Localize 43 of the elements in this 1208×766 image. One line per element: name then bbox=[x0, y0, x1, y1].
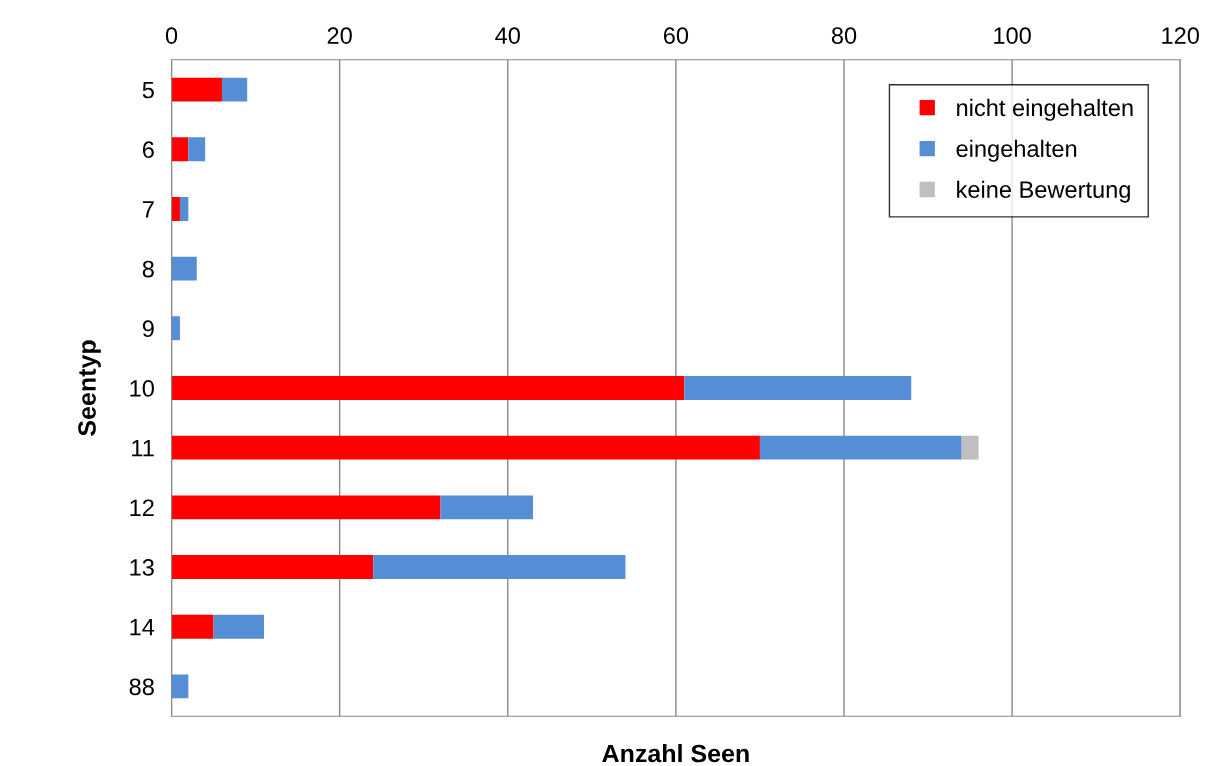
bar bbox=[171, 197, 180, 221]
x-tick-label: 60 bbox=[663, 27, 689, 44]
x-tick-label: 100 bbox=[994, 27, 1031, 44]
bar bbox=[759, 435, 962, 460]
y-tick-label: 13 bbox=[130, 559, 154, 576]
bar bbox=[440, 495, 533, 520]
bar bbox=[171, 674, 189, 699]
x-tick-label: 80 bbox=[831, 27, 857, 44]
bar bbox=[213, 614, 264, 639]
y-tick-label: 12 bbox=[130, 499, 154, 516]
bar bbox=[171, 555, 374, 579]
y-tick-label: 14 bbox=[130, 619, 155, 636]
bar bbox=[171, 137, 189, 162]
bar bbox=[684, 376, 912, 400]
y-tick-label: 9 bbox=[142, 320, 154, 338]
x-axis-title: Anzahl Seen bbox=[602, 743, 749, 763]
y-tick-label: 6 bbox=[142, 141, 154, 159]
bar bbox=[171, 77, 222, 102]
bar bbox=[373, 555, 626, 579]
bar bbox=[171, 316, 180, 341]
y-tick-label: 8 bbox=[142, 260, 154, 278]
bar bbox=[961, 435, 979, 460]
bar bbox=[171, 495, 441, 520]
legend-label: keine Bewertung bbox=[957, 180, 1130, 203]
legend-label: eingehalten bbox=[956, 139, 1077, 162]
y-tick-label: 10 bbox=[130, 380, 154, 397]
y-axis-title: Seentyp bbox=[78, 340, 101, 436]
y-tick-label: 7 bbox=[142, 201, 154, 218]
x-tick-label: 20 bbox=[327, 27, 352, 44]
y-tick-label: 11 bbox=[132, 439, 154, 457]
y-tick-label: 5 bbox=[142, 81, 154, 99]
bar bbox=[179, 197, 189, 221]
bar bbox=[171, 614, 214, 639]
bar bbox=[188, 137, 206, 162]
bar bbox=[171, 435, 760, 460]
bar bbox=[171, 376, 685, 400]
bar bbox=[221, 77, 248, 102]
x-tick-label: 120 bbox=[1162, 27, 1199, 44]
bar bbox=[171, 256, 197, 281]
legend-label: nicht eingehalten bbox=[957, 98, 1133, 121]
x-tick-label: 40 bbox=[495, 27, 520, 44]
x-tick-label: 0 bbox=[165, 27, 178, 44]
y-tick-label: 88 bbox=[129, 678, 154, 696]
